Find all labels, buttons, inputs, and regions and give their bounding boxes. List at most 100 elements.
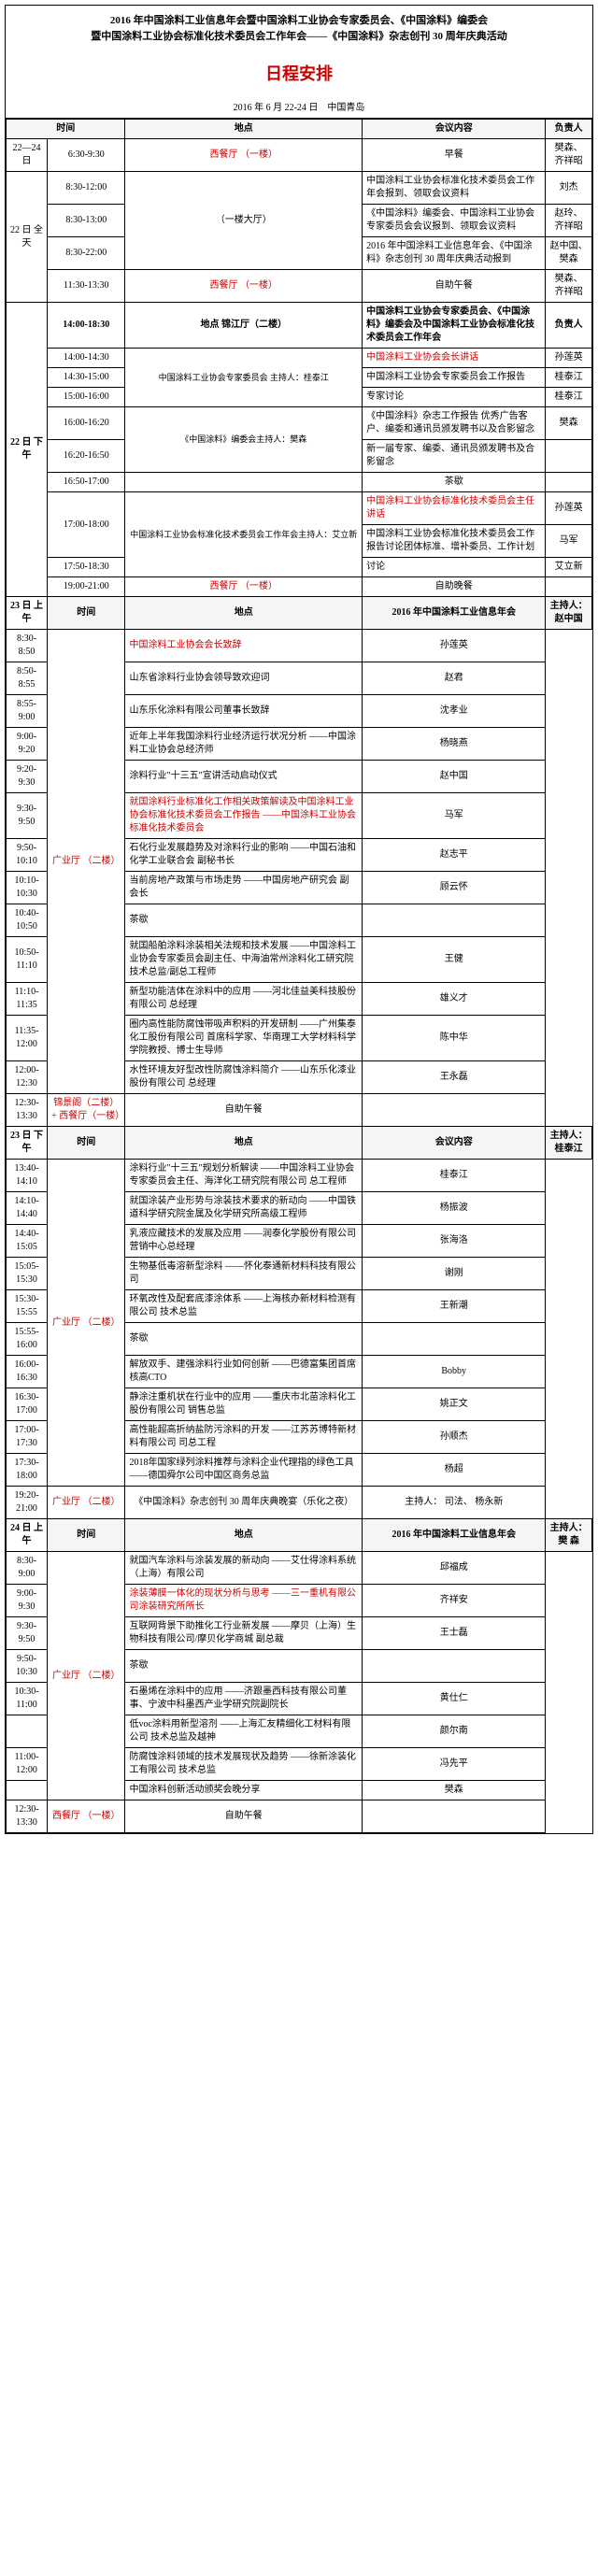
content: 《中国涂料》杂志工作报告 优秀广告客户、编委和通讯员颁发聘书以及合影留念	[363, 407, 546, 440]
place: 西餐厅 （一楼）	[125, 577, 363, 597]
place: 中国涂料工业协会专家委员会 主持人：桂泰江	[125, 349, 363, 407]
time: 17:50-18:30	[48, 558, 125, 577]
content: 圈内高性能防腐蚀带吸声积料的开发研制 ——广州集泰化工股份有限公司 首席科学家、…	[125, 1016, 363, 1061]
content: 静涂注重机状在行业中的应用 ——重庆市北苗涂料化工股份有限公司 销售总监	[125, 1388, 363, 1421]
hdr-time: 时间	[48, 1127, 125, 1160]
time: 8:30-8:50	[7, 630, 48, 662]
time: 9:20-9:30	[7, 761, 48, 793]
date-cell: 22—24 日	[7, 139, 48, 172]
time: 8:30-12:00	[48, 172, 125, 205]
person: 王士磊	[363, 1617, 546, 1650]
content: 自助午餐	[125, 1800, 363, 1833]
person: 王健	[363, 937, 546, 983]
place: 广业厅 （二楼）	[48, 630, 125, 1094]
person: 孙莲英	[363, 630, 546, 662]
time: 16:30-17:00	[7, 1388, 48, 1421]
date-cell: 23 日 上午	[7, 597, 48, 630]
content: 中国涂料工业协会会长讲话	[363, 349, 546, 368]
hdr-time: 时间	[7, 120, 125, 139]
content: 就国船舶涂料涂装相关法规和技术发展 ——中国涂料工业协会专家委员会副主任、中海油…	[125, 937, 363, 983]
content: 涂料行业"十三五"规划分析解读 ——中国涂料工业协会专家委员会主任、海洋化工研究…	[125, 1160, 363, 1192]
content: 《中国涂料》编委会、中国涂料工业协会专家委员会会议报到、领取会议资料	[363, 205, 546, 237]
content: 就国涂料行业标准化工作相关政策解读及中国涂料工业协会标准化技术委员会工作报告 —…	[125, 793, 363, 839]
content: 中国涂料工业协会会长致辞	[125, 630, 363, 662]
person: 主持人： 司法、 杨永新	[363, 1487, 546, 1519]
hdr-time: 时间	[48, 597, 125, 630]
date-cell: 23 日 下午	[7, 1127, 48, 1160]
person: 姚正文	[363, 1388, 546, 1421]
time	[7, 1715, 48, 1748]
content: 生物基低毒溶新型涂料 ——怀化泰通新材料科技有限公司	[125, 1258, 363, 1290]
content: 中国涂料工业协会标准化技术委员会主任讲话	[363, 492, 546, 525]
content: 低voc涂料用新型溶剂 ——上海汇友精细化工材料有限公司 技术总监及越神	[125, 1715, 363, 1748]
person: 杨超	[363, 1454, 546, 1487]
time: 16:00-16:30	[7, 1356, 48, 1388]
place: 锦景阁（二楼）+ 西餐厅（一楼）	[48, 1094, 125, 1127]
time: 9:00-9:30	[7, 1585, 48, 1617]
time: 9:30-9:50	[7, 1617, 48, 1650]
time	[7, 1781, 48, 1800]
person: 樊森、 齐祥昭	[546, 270, 592, 303]
person: 艾立新	[546, 558, 592, 577]
content: 茶歇	[125, 1323, 363, 1356]
place: （一楼大厅）	[125, 172, 363, 270]
content: 2016 年中国涂料工业信息年会、《中国涂料》杂志创刊 30 周年庆典活动报到	[363, 237, 546, 270]
content: 石化行业发展趋势及对涂料行业的影响 ——中国石油和化学工业联合会 副秘书长	[125, 839, 363, 872]
time: 17:00-17:30	[7, 1421, 48, 1454]
content: 茶歇	[125, 904, 363, 937]
time: 10:10-10:30	[7, 872, 48, 904]
content: 山东乐化涂料有限公司董事长致辞	[125, 695, 363, 728]
content: 就国汽车涂料与涂装发展的新动向 ——艾仕得涂料系统（上海）有限公司	[125, 1552, 363, 1585]
host: 主持人： 赵中国	[546, 597, 592, 630]
time: 14:00-14:30	[48, 349, 125, 368]
person: 颜尔南	[363, 1715, 546, 1748]
hdr-time: 时间	[48, 1519, 125, 1552]
time: 15:00-16:00	[48, 388, 125, 407]
place: 广业厅 （二楼）	[48, 1552, 125, 1800]
time: 9:50-10:30	[7, 1650, 48, 1683]
time: 11:00-12:00	[7, 1748, 48, 1781]
time: 19:00-21:00	[48, 577, 125, 597]
time: 14:40-15:05	[7, 1225, 48, 1258]
date-cell: 24 日 上午	[7, 1519, 48, 1552]
main-title: 日程安排	[6, 51, 592, 94]
person: 桂泰江	[546, 388, 592, 407]
hdr-place: 地点	[125, 1127, 363, 1160]
person	[363, 904, 546, 937]
time: 12:00-12:30	[7, 1061, 48, 1094]
person: 马军	[546, 525, 592, 558]
person: 樊森	[363, 1781, 546, 1800]
person: 齐祥安	[363, 1585, 546, 1617]
content: 中国涂料工业协会专家委员会、《中国涂料》编委会及中国涂料工业协会标准化技术委员会…	[363, 303, 546, 349]
person: 黄仕仁	[363, 1683, 546, 1715]
person: Bobby	[363, 1356, 546, 1388]
content: 新型功能洁体在涂料中的应用 ——河北佳益美科技股份有限公司 总经理	[125, 983, 363, 1016]
time: 17:30-18:00	[7, 1454, 48, 1487]
time: 9:30-9:50	[7, 793, 48, 839]
content: 互联网背景下助推化工行业新发展 ——摩贝（上海）生物科技有限公司/摩贝化学商城 …	[125, 1617, 363, 1650]
content: 水性环境友好型改性防腐蚀涂料简介 ——山东乐化漆业股份有限公司 总经理	[125, 1061, 363, 1094]
content: 近年上半年我国涂料行业经济运行状况分析 ——中国涂料工业协会总经济师	[125, 728, 363, 761]
time: 15:55-16:00	[7, 1323, 48, 1356]
date-cell: 22 日 全天	[7, 172, 48, 303]
time: 12:30-13:30	[7, 1800, 48, 1833]
person: 邱福成	[363, 1552, 546, 1585]
time: 10:40-10:50	[7, 904, 48, 937]
person: 顾云怀	[363, 872, 546, 904]
place: 中国涂料工业协会标准化技术委员会工作年会主持人：艾立新	[125, 492, 363, 577]
content: 2018年国家绿列涂料推荐与涂料企业代理指的绿色工具 ——德国舜尔公司中国区商务…	[125, 1454, 363, 1487]
person: 孙莲英	[546, 349, 592, 368]
person: 刘杰	[546, 172, 592, 205]
host: 主持人： 桂泰江	[546, 1127, 592, 1160]
person	[363, 1323, 546, 1356]
hdr-place: 地点	[125, 120, 363, 139]
place: 广业厅 （二楼）	[48, 1487, 125, 1519]
time: 10:50-11:10	[7, 937, 48, 983]
person: 赵中国	[363, 761, 546, 793]
content: 环氧改性及配套底漆涂体系 ——上海核办新材料检测有限公司 技术总监	[125, 1290, 363, 1323]
time: 16:20-16:50	[48, 440, 125, 473]
content: 当前房地产政策与市场走势 ——中国房地产研究会 副会长	[125, 872, 363, 904]
time: 14:30-15:00	[48, 368, 125, 388]
content: 自助午餐	[125, 1094, 363, 1127]
content-cell: 早餐	[363, 139, 546, 172]
